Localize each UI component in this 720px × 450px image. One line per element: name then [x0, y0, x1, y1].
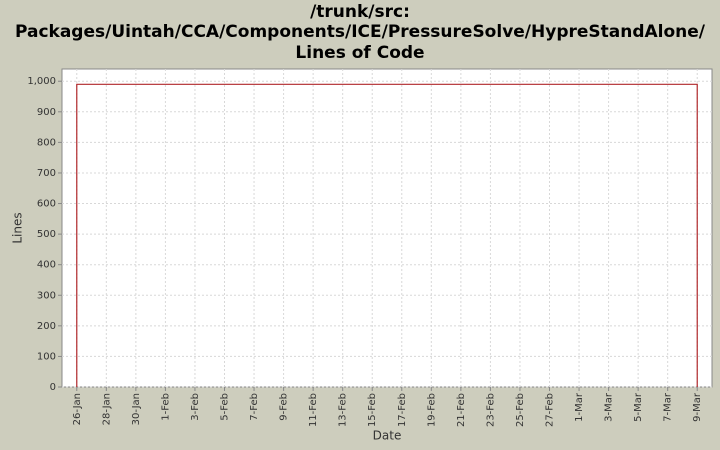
x-tick-label: 19-Feb — [426, 393, 437, 427]
x-tick-label: 23-Feb — [485, 393, 496, 427]
y-tick-label: 1,000 — [27, 76, 56, 87]
y-tick-label: 100 — [37, 351, 56, 362]
x-tick-label: 25-Feb — [515, 393, 526, 427]
chart-title: Lines of Code — [295, 43, 424, 63]
x-tick-label: 1-Mar — [574, 392, 585, 422]
chart-title: /trunk/src: — [310, 2, 410, 22]
y-tick-label: 800 — [37, 137, 56, 148]
x-tick-label: 5-Mar — [633, 392, 644, 422]
x-tick-label: 21-Feb — [456, 393, 467, 427]
chart-title: Packages/Uintah/CCA/Components/ICE/Press… — [15, 22, 706, 42]
x-tick-label: 3-Mar — [604, 392, 615, 422]
y-tick-label: 200 — [37, 321, 56, 332]
y-tick-label: 700 — [37, 168, 56, 179]
x-tick-label: 1-Feb — [160, 393, 171, 421]
x-tick-label: 15-Feb — [367, 393, 378, 427]
x-tick-label: 27-Feb — [545, 393, 556, 427]
x-tick-label: 3-Feb — [190, 393, 201, 421]
x-tick-label: 13-Feb — [338, 393, 349, 427]
x-tick-label: 11-Feb — [308, 393, 319, 427]
x-tick-label: 5-Feb — [220, 393, 231, 421]
x-tick-label: 9-Feb — [279, 393, 290, 421]
y-tick-label: 300 — [37, 290, 56, 301]
x-tick-label: 7-Mar — [663, 392, 674, 422]
plot-area — [61, 68, 713, 388]
y-tick-label: 0 — [50, 382, 56, 393]
x-tick-label: 9-Mar — [692, 392, 703, 422]
y-tick-label: 400 — [37, 260, 56, 271]
x-tick-label: 28-Jan — [101, 393, 112, 425]
x-tick-label: 17-Feb — [397, 393, 408, 427]
x-tick-label: 30-Jan — [131, 393, 142, 425]
x-tick-label: 7-Feb — [249, 393, 260, 421]
y-tick-label: 600 — [37, 199, 56, 210]
y-tick-label: 900 — [37, 107, 56, 118]
x-tick-label: 26-Jan — [72, 393, 83, 425]
x-axis-label: Date — [373, 429, 402, 443]
data-line — [76, 83, 698, 387]
y-tick-label: 500 — [37, 229, 56, 240]
y-axis-label: Lines — [11, 212, 25, 243]
